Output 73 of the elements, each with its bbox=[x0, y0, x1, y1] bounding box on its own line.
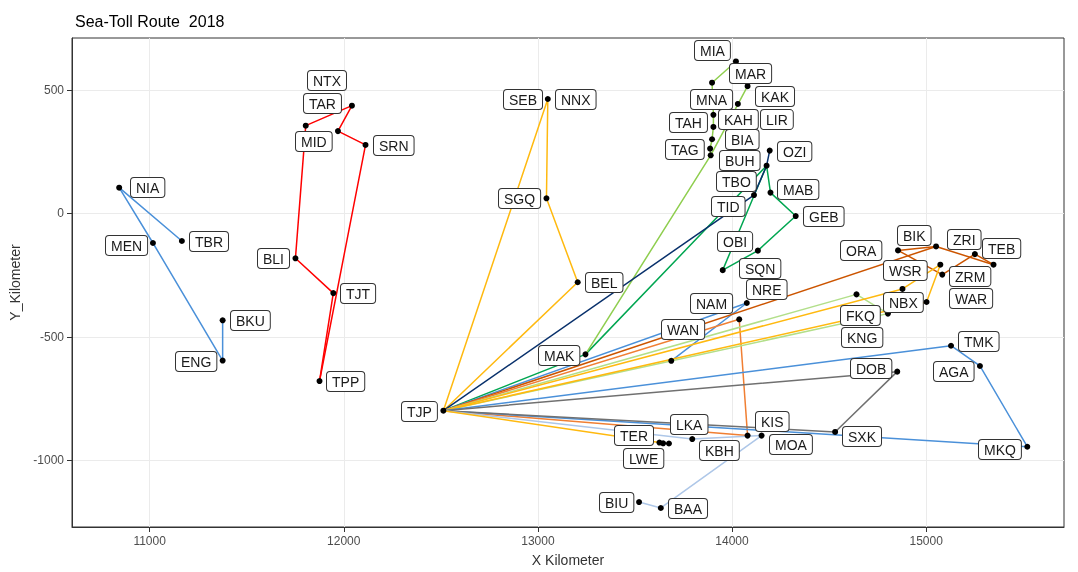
annotation: ORA bbox=[846, 243, 877, 259]
annotation: NAM bbox=[696, 296, 728, 312]
annotation: TAH bbox=[675, 115, 702, 131]
annotation: WAN bbox=[667, 322, 700, 338]
annotation: KNG bbox=[847, 330, 878, 346]
annotation: TEB bbox=[988, 241, 1016, 257]
x-axis-title: X Kilometer bbox=[531, 552, 605, 568]
annotation: LWE bbox=[629, 451, 659, 467]
annotation: OBI bbox=[723, 234, 748, 250]
annotation: TBO bbox=[722, 174, 751, 190]
x-tick-label: 14000 bbox=[715, 534, 750, 548]
chart-title: Sea-Toll Route 2018 bbox=[75, 12, 225, 30]
y-tick-label: 0 bbox=[57, 206, 65, 221]
annotation: TMK bbox=[964, 334, 995, 350]
annotation: BEL bbox=[591, 275, 618, 291]
annotation: NIA bbox=[136, 180, 160, 196]
annotation: MID bbox=[301, 134, 327, 150]
annotation: BAA bbox=[674, 501, 703, 517]
annotation: ENG bbox=[181, 354, 212, 370]
annotation: BUH bbox=[725, 153, 755, 169]
annotation: KIS bbox=[761, 414, 784, 430]
annotation: BKU bbox=[236, 313, 265, 329]
annotation: TJP bbox=[407, 404, 432, 420]
annotation: AGA bbox=[939, 364, 970, 380]
annotation: SRN bbox=[379, 138, 409, 154]
annotation: BLI bbox=[263, 251, 285, 267]
annotation: WAR bbox=[955, 291, 988, 307]
annotation: MOA bbox=[775, 437, 808, 453]
annotation: MNA bbox=[696, 92, 728, 108]
x-tick-label: 11000 bbox=[133, 534, 167, 548]
annotation: GEB bbox=[809, 209, 839, 225]
y-tick-label: 500 bbox=[43, 82, 65, 97]
annotation: LIR bbox=[766, 112, 788, 128]
annotation: TBR bbox=[195, 234, 223, 250]
annotation: BIA bbox=[731, 132, 755, 148]
annotation: NRE bbox=[752, 282, 782, 298]
annotation: MAK bbox=[544, 348, 575, 364]
annotation: MIA bbox=[700, 43, 726, 59]
annotation: TPP bbox=[332, 374, 360, 390]
annotation: TER bbox=[620, 428, 648, 444]
annotation: FKQ bbox=[846, 308, 875, 324]
annotation: ZRM bbox=[955, 269, 986, 285]
annotation: TAR bbox=[309, 96, 336, 112]
y-axis-title: Y_Kilometer bbox=[7, 244, 23, 321]
annotation: ZRI bbox=[953, 232, 976, 248]
x-tick-label: 15000 bbox=[909, 534, 944, 548]
y-tick-label: -1000 bbox=[33, 453, 65, 468]
annotation: NBX bbox=[889, 295, 919, 311]
x-tick-label: 13000 bbox=[521, 534, 555, 548]
x-tick-label: 12000 bbox=[327, 534, 361, 548]
annotation: TAG bbox=[671, 142, 699, 158]
annotation: KBH bbox=[705, 443, 734, 459]
annotation: BIU bbox=[605, 495, 629, 511]
annotation: OZI bbox=[783, 144, 807, 160]
y-tick-label: -500 bbox=[39, 329, 65, 344]
annotation: SEB bbox=[509, 92, 538, 108]
annotation: MAB bbox=[783, 182, 814, 198]
annotation: TID bbox=[717, 199, 740, 215]
annotation: SQN bbox=[745, 261, 776, 277]
annotation: NNX bbox=[561, 92, 592, 108]
annotation: MAR bbox=[735, 66, 767, 82]
annotation: KAH bbox=[724, 112, 753, 128]
annotation: BIK bbox=[903, 228, 927, 244]
annotation: SGQ bbox=[504, 191, 536, 207]
annotation: NTX bbox=[313, 73, 342, 89]
annotation: DOB bbox=[856, 361, 887, 377]
annotation: MEN bbox=[111, 238, 143, 254]
annotation: MKQ bbox=[984, 442, 1016, 458]
annotation: SXK bbox=[848, 429, 877, 445]
annotation: LKA bbox=[676, 417, 704, 433]
annotation: WSR bbox=[889, 263, 922, 279]
annotation: TJT bbox=[346, 286, 371, 302]
annotation: KAK bbox=[761, 89, 790, 105]
